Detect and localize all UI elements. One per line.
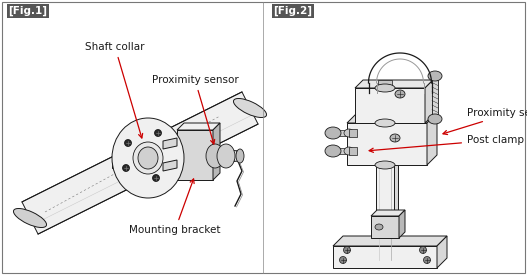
Polygon shape	[347, 123, 427, 165]
Text: Shaft collar: Shaft collar	[85, 42, 145, 138]
Polygon shape	[371, 216, 399, 238]
Bar	[333, 148, 349, 154]
Ellipse shape	[374, 81, 396, 89]
Text: [Fig.2]: [Fig.2]	[274, 6, 313, 16]
Ellipse shape	[325, 127, 341, 139]
Polygon shape	[437, 236, 447, 268]
Ellipse shape	[344, 129, 354, 137]
Polygon shape	[163, 160, 177, 171]
Polygon shape	[22, 92, 258, 234]
Bar	[7, 4, 49, 18]
Ellipse shape	[375, 224, 383, 230]
Ellipse shape	[233, 98, 267, 117]
Bar	[272, 4, 314, 18]
Text: Mounting bracket: Mounting bracket	[129, 179, 221, 235]
Ellipse shape	[206, 144, 224, 168]
Text: Proximity sensor: Proximity sensor	[152, 75, 238, 144]
Ellipse shape	[152, 175, 160, 182]
Ellipse shape	[138, 147, 158, 169]
Ellipse shape	[390, 134, 400, 142]
Text: Post clamp: Post clamp	[369, 135, 524, 152]
Bar	[378, 80, 392, 90]
Ellipse shape	[124, 139, 132, 147]
Polygon shape	[347, 113, 437, 123]
Ellipse shape	[344, 246, 350, 254]
Ellipse shape	[424, 257, 431, 263]
Polygon shape	[177, 123, 220, 130]
Text: [Fig.1]: [Fig.1]	[8, 6, 47, 16]
Bar	[333, 130, 349, 136]
Polygon shape	[177, 130, 213, 180]
Bar	[432, 76, 438, 121]
Ellipse shape	[428, 114, 442, 124]
Polygon shape	[333, 246, 437, 268]
Ellipse shape	[112, 118, 184, 198]
Ellipse shape	[133, 142, 163, 174]
Ellipse shape	[325, 145, 341, 157]
Polygon shape	[163, 138, 177, 149]
Ellipse shape	[344, 147, 354, 155]
Polygon shape	[399, 210, 405, 238]
Ellipse shape	[236, 149, 244, 163]
Polygon shape	[355, 80, 433, 88]
Bar	[376, 85, 394, 260]
Bar	[349, 147, 357, 155]
Polygon shape	[425, 80, 433, 123]
Ellipse shape	[375, 119, 395, 127]
Ellipse shape	[14, 208, 46, 227]
Polygon shape	[427, 113, 437, 165]
Ellipse shape	[375, 161, 395, 169]
Polygon shape	[371, 210, 405, 216]
Ellipse shape	[428, 71, 442, 81]
Text: Proximity sensor: Proximity sensor	[443, 108, 527, 134]
Ellipse shape	[375, 84, 395, 92]
Polygon shape	[355, 88, 425, 123]
Polygon shape	[333, 236, 447, 246]
Polygon shape	[213, 123, 220, 180]
Polygon shape	[112, 160, 184, 168]
Polygon shape	[210, 149, 240, 163]
Ellipse shape	[154, 130, 161, 136]
Ellipse shape	[419, 246, 426, 254]
Bar	[349, 129, 357, 137]
Ellipse shape	[339, 257, 346, 263]
Ellipse shape	[395, 90, 405, 98]
Ellipse shape	[122, 164, 130, 172]
Bar	[394, 87, 398, 260]
Ellipse shape	[217, 144, 235, 168]
